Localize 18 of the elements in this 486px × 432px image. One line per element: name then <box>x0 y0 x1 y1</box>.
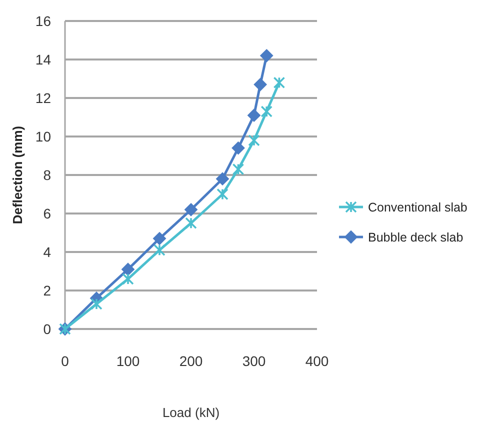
y-tick-label: 8 <box>43 166 52 183</box>
y-tick-label: 10 <box>35 128 52 144</box>
legend-label: Bubble deck slab <box>368 230 464 244</box>
y-tick-label: 6 <box>43 205 52 222</box>
y-tick-label: 2 <box>43 282 52 298</box>
legend-label: Conventional slab <box>368 200 468 214</box>
x-tick-label: 0 <box>61 353 70 369</box>
y-tick-label: 16 <box>35 12 52 29</box>
y-tick-label: 4 <box>43 244 52 260</box>
x-tick-label: 200 <box>179 353 203 369</box>
x-tick-label: 100 <box>116 353 140 369</box>
y-tick-label: 14 <box>35 51 52 68</box>
x-tick-label: 400 <box>305 353 329 369</box>
x-tick-label: 300 <box>242 353 266 369</box>
y-axis-title: Deflection (mm) <box>10 126 25 224</box>
y-tick-label: 0 <box>43 320 52 337</box>
y-tick-label: 12 <box>35 90 52 106</box>
x-axis-title: Load (kN) <box>162 405 220 420</box>
